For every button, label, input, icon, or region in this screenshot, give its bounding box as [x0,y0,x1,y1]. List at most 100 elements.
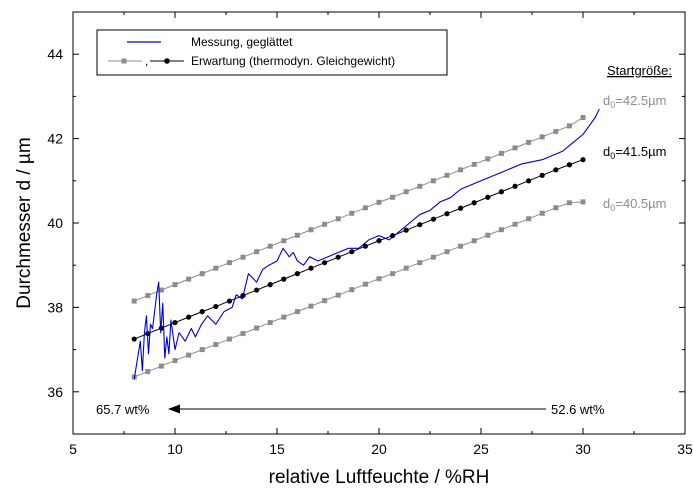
expectation-point-square [458,167,464,173]
expectation-point-square [526,216,532,222]
expectation-point-circle [417,222,423,228]
expectation-line-2 [134,201,584,378]
expectation-point-square [186,276,192,282]
expectation-point-square [580,199,586,205]
expectation-point-square [376,199,382,205]
expectation-point-square [512,145,518,151]
legend-square-marker [121,58,127,64]
expectation-point-square [390,194,396,200]
expectation-point-square [172,282,178,288]
expectation-point-square [322,221,328,227]
expectation-point-circle [308,265,314,271]
expectation-point-square [553,205,559,211]
expectation-point-circle [566,162,572,168]
label-d0-40-5: d0=40.5µm [603,196,666,213]
expectation-line-0 [134,117,584,302]
expectation-point-square [485,156,491,162]
expectation-point-circle [539,172,545,178]
expectation-point-square [566,123,572,129]
expectation-point-square [213,342,219,348]
legend-box [96,29,448,76]
expectation-point-circle [199,309,205,315]
legend: Messung, geglättet , Erwartung (thermody… [96,29,448,76]
expectation-point-square [566,200,572,206]
expectation-point-square [417,183,423,189]
expectation-point-square [430,178,436,184]
axis-ticks [72,11,686,435]
expectation-point-square [471,161,477,167]
expectation-point-square [349,210,355,216]
expectation-point-square [322,298,328,304]
x-tick-label: 15 [269,441,285,457]
expectation-point-square [172,358,178,364]
expectation-point-circle [525,178,532,184]
expectation-point-circle [213,303,219,310]
y-tick-label: 36 [47,384,63,400]
x-tick-label: 20 [371,441,387,457]
expectation-point-square [294,232,300,238]
expectation-point-square [281,314,287,320]
legend-measurement-label: Messung, geglättet [191,35,293,49]
expectation-point-square [444,249,450,255]
expectation-point-circle [458,205,464,211]
expectation-point-circle [376,238,382,244]
expectation-point-square [213,265,219,271]
y-tick-label: 38 [47,299,63,315]
arrow-left-label: 65.7 wt% [96,402,150,417]
expectation-point-square [349,287,355,293]
expectation-point-circle [498,189,504,195]
expectation-point-square [362,205,368,211]
label-d0-42-5: d0=42.5µm [603,93,666,110]
x-tick-label: 5 [69,441,77,457]
expectation-point-square [512,221,518,227]
y-tick-label: 44 [47,46,63,62]
expectation-point-square [417,260,423,266]
expectation-point-square [254,325,260,331]
expectation-point-circle [186,314,192,320]
series-layer [131,108,600,380]
x-axis-title: relative Luftfeuchte / %RH [269,467,490,488]
expectation-point-square [335,216,341,222]
expectation-point-circle [294,271,300,277]
expectation-point-circle [444,211,450,217]
expectation-point-circle [430,216,437,222]
expectation-point-square [294,309,300,315]
x-tick-label: 35 [677,441,693,457]
expectation-point-circle [580,157,586,163]
expectation-point-circle [485,194,491,200]
expectation-point-square [498,150,504,156]
legend-expectation-label: Erwartung (thermodyn. Gleichgewicht) [191,54,395,68]
expectation-point-circle [254,287,260,293]
expectation-point-square [308,227,314,233]
expectation-point-circle [403,227,409,233]
x-tick-label: 25 [473,441,489,457]
expectation-point-circle [362,243,368,249]
expectation-point-circle [226,298,233,304]
expectation-point-square [158,287,164,293]
expectation-point-square [539,134,545,140]
expectation-point-square [485,232,491,238]
expectation-point-circle [512,183,518,189]
expectation-point-circle [321,260,328,266]
expectation-point-square [131,298,137,304]
expectation-point-square [430,254,436,260]
expectation-point-square [158,363,164,369]
legend-circle-marker [164,58,170,64]
x-tick-label: 10 [167,441,183,457]
expectation-point-square [281,238,287,244]
expectation-point-square [199,347,205,353]
arrow-head [168,404,180,414]
expectation-point-circle [267,282,273,288]
expectation-point-circle [131,336,137,342]
expectation-point-square [240,331,246,337]
expectation-point-square [498,227,504,233]
legend-separator: , [145,54,148,68]
expectation-point-square [240,254,246,260]
expectation-point-square [267,243,273,249]
tick-labels: 5 10 15 20 25 30 35 36 38 40 42 44 [47,46,693,457]
expectation-point-square [226,336,232,342]
measurement-line [133,108,600,380]
expectation-point-square [226,260,232,266]
